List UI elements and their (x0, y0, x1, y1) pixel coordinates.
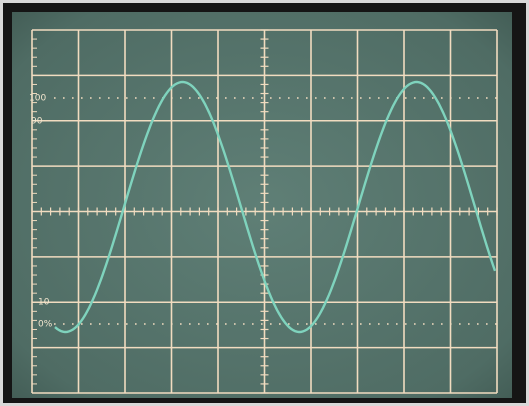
label-90: 90 (31, 117, 43, 127)
label-10: 10 (38, 298, 50, 308)
screen (12, 12, 512, 398)
label-100: 100 (29, 94, 46, 104)
oscilloscope-photo: 100 90 10 0% (0, 0, 529, 406)
page: 100 90 10 0% (() => { const data = JSON.… (0, 0, 529, 406)
label-0: 0% (38, 320, 53, 330)
